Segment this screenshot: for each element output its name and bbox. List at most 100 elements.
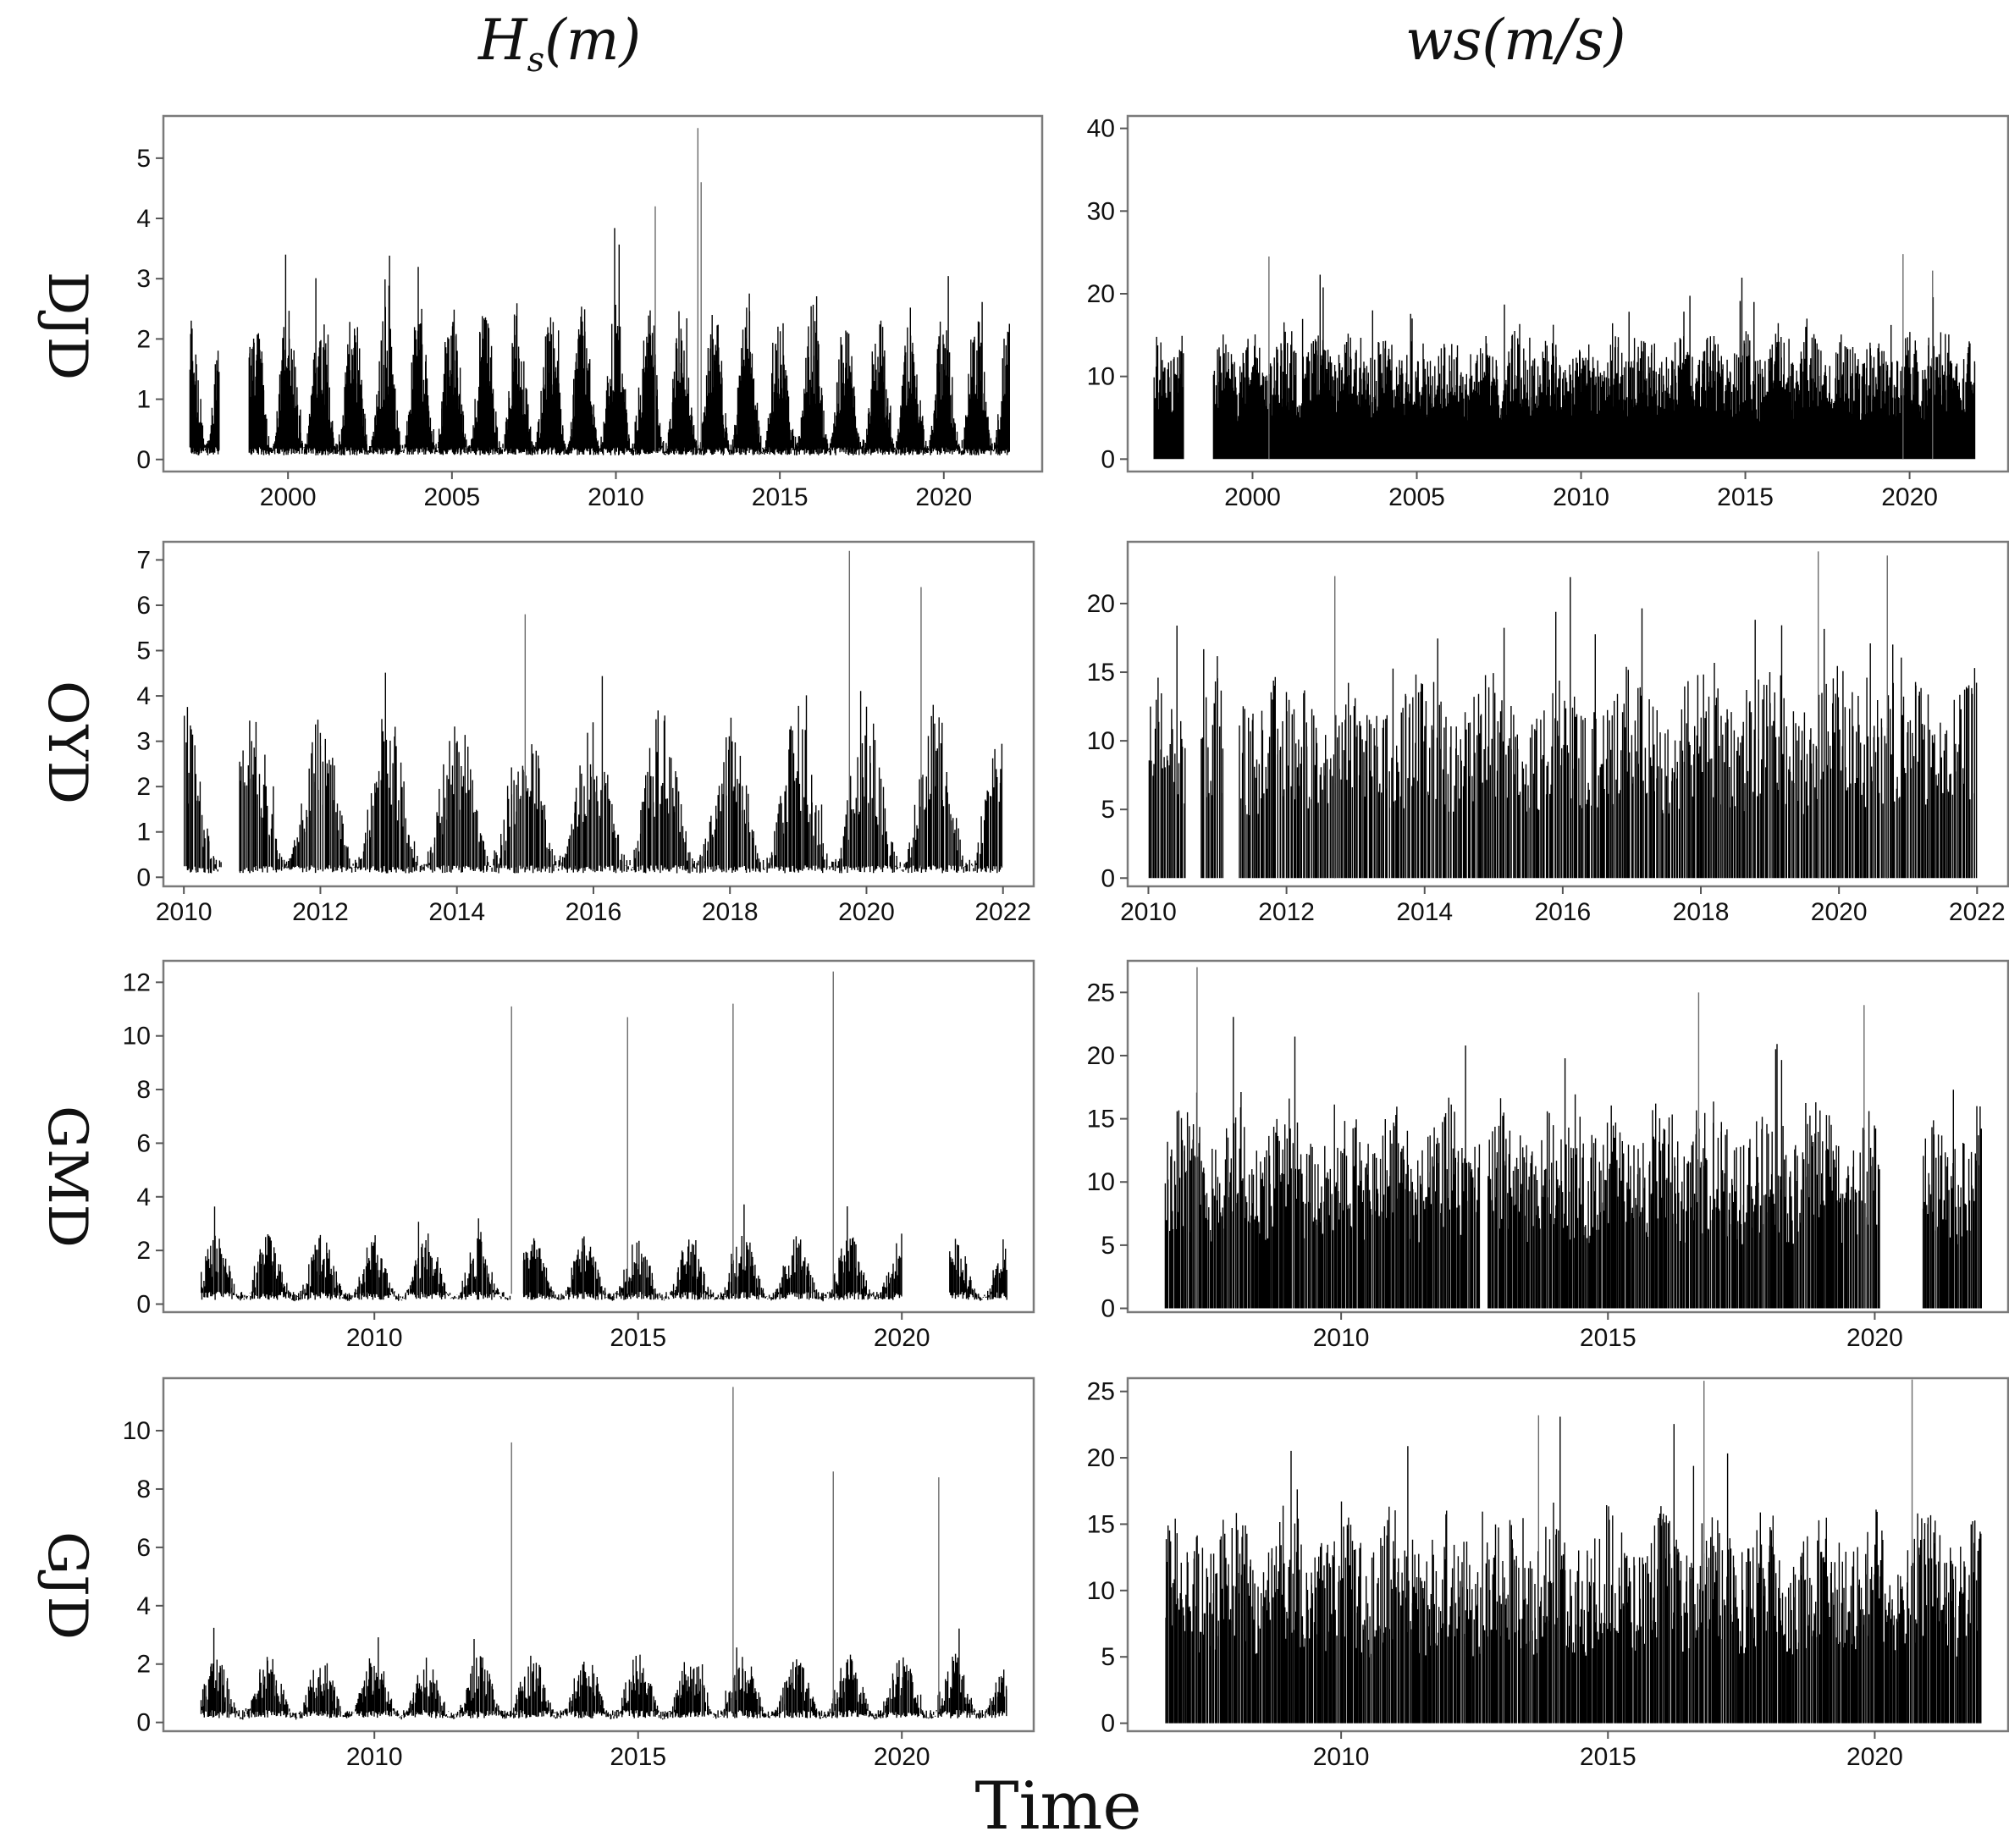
plot-frame xyxy=(1126,1376,2009,1733)
series-trace xyxy=(200,1627,1007,1720)
x-tick-label: 2014 xyxy=(1396,898,1453,926)
y-tick-label: 12 xyxy=(123,968,151,996)
y-tick-label: 10 xyxy=(1087,1168,1115,1196)
data-series xyxy=(1164,967,1982,1309)
y-tick-label: 0 xyxy=(136,863,151,891)
panel-gmd-ws: 0 5 10 15 20 25 2010 2015 2020 xyxy=(1087,959,2009,1352)
x-tick-label: 2018 xyxy=(702,898,759,926)
column-title-hs: Hs(m) xyxy=(477,8,641,80)
x-tick-label: 2015 xyxy=(1580,1743,1636,1771)
x-tick-label: 2010 xyxy=(1313,1743,1370,1771)
x-tick-label: 2010 xyxy=(1553,483,1609,511)
x-tick-label: 2016 xyxy=(566,898,622,926)
x-tick-label: 2018 xyxy=(1673,898,1730,926)
y-tick-label: 0 xyxy=(1101,445,1115,473)
panel-gjd-hs: 0 2 4 6 8 10 2010 2015 2020 xyxy=(123,1376,1035,1771)
y-tick-label: 0 xyxy=(136,1709,151,1737)
x-tick-label: 2022 xyxy=(974,898,1031,926)
x-tick-label: 2020 xyxy=(874,1743,930,1771)
plot-frame xyxy=(162,540,1035,888)
panel-oyd-hs: 0 1 2 3 4 5 6 7 2010 2012 2014 2016 2018 2020 2022 xyxy=(136,540,1035,926)
y-tick-label: 6 xyxy=(136,1534,151,1562)
x-tick-label: 2022 xyxy=(1949,898,2006,926)
y-tick-label: 0 xyxy=(1101,864,1115,892)
x-tick-label: 2015 xyxy=(752,483,809,511)
y-tick-label: 8 xyxy=(136,1076,151,1104)
data-series xyxy=(1165,1379,1982,1724)
x-tick-label: 2010 xyxy=(1120,898,1177,926)
series-trace xyxy=(189,228,1010,455)
y-tick-label: 6 xyxy=(136,592,151,620)
x-tick-label: 2010 xyxy=(156,898,212,926)
x-tick-label: 2014 xyxy=(428,898,485,926)
row-label-gjd: GJD xyxy=(36,1531,98,1640)
series-trace xyxy=(1164,1017,1982,1309)
y-tick-label: 10 xyxy=(1087,363,1115,391)
data-series xyxy=(1148,551,1978,879)
y-tick-label: 8 xyxy=(136,1476,151,1503)
x-tick-label: 2020 xyxy=(838,898,895,926)
y-tick-label: 20 xyxy=(1087,1444,1115,1472)
x-tick-label: 2010 xyxy=(346,1743,403,1771)
y-tick-label: 5 xyxy=(136,145,151,173)
y-tick-label: 5 xyxy=(1101,796,1115,824)
x-axis-title: Time xyxy=(974,1768,1141,1845)
panel-oyd-ws: 0 5 10 15 20 2010 2012 2014 2016 2018 2020 2022 xyxy=(1087,540,2009,926)
x-tick-label: 2010 xyxy=(1313,1324,1370,1352)
y-tick-label: 0 xyxy=(136,446,151,474)
y-tick-label: 2 xyxy=(136,325,151,353)
x-tick-label: 2016 xyxy=(1535,898,1592,926)
x-tick-label: 2020 xyxy=(1846,1743,1903,1771)
y-tick-label: 15 xyxy=(1087,659,1115,687)
y-tick-label: 7 xyxy=(136,546,151,574)
y-tick-label: 25 xyxy=(1087,979,1115,1007)
x-tick-label: 2010 xyxy=(346,1324,403,1352)
row-label-djd: DJD xyxy=(36,272,98,380)
x-tick-label: 2020 xyxy=(1881,483,1938,511)
x-tick-label: 2010 xyxy=(588,483,644,511)
y-tick-label: 1 xyxy=(136,386,151,414)
x-tick-label: 2000 xyxy=(260,483,317,511)
row-label-gmd: GMD xyxy=(36,1106,98,1248)
x-tick-label: 2015 xyxy=(1717,483,1774,511)
panel-djd-ws: 0 10 20 30 40 2000 2005 2010 2015 2020 xyxy=(1087,115,2009,511)
y-tick-label: 15 xyxy=(1087,1510,1115,1538)
x-tick-label: 2020 xyxy=(1846,1324,1903,1352)
y-tick-label: 4 xyxy=(136,1592,151,1620)
y-tick-label: 0 xyxy=(136,1290,151,1318)
series-trace xyxy=(1153,274,1976,460)
x-tick-label: 2020 xyxy=(1811,898,1868,926)
data-series xyxy=(201,971,1007,1302)
y-tick-label: 0 xyxy=(1101,1295,1115,1323)
plot-frame xyxy=(162,1376,1035,1733)
x-tick-label: 2020 xyxy=(874,1324,930,1352)
plot-frame xyxy=(1126,959,2009,1314)
y-tick-label: 4 xyxy=(136,1183,151,1211)
y-tick-label: 10 xyxy=(123,1023,151,1051)
y-tick-label: 3 xyxy=(136,728,151,756)
x-tick-label: 2015 xyxy=(610,1324,666,1352)
y-tick-label: 1 xyxy=(136,819,151,847)
y-tick-label: 5 xyxy=(1101,1643,1115,1671)
panel-djd-hs: 0 1 2 3 4 5 2000 2005 2010 2015 2020 xyxy=(136,114,1044,511)
plot-frame xyxy=(162,959,1035,1314)
x-tick-label: 2005 xyxy=(1388,483,1445,511)
plot-frame xyxy=(162,114,1044,473)
data-series xyxy=(189,128,1010,455)
row-label-oyd: OYD xyxy=(36,681,98,804)
series-trace xyxy=(1165,1416,1982,1724)
x-tick-label: 2012 xyxy=(292,898,349,926)
x-tick-label: 2015 xyxy=(1580,1324,1636,1352)
y-tick-label: 0 xyxy=(1101,1710,1115,1738)
y-tick-label: 3 xyxy=(136,265,151,293)
y-tick-label: 10 xyxy=(1087,727,1115,755)
series-trace xyxy=(1148,576,1978,879)
y-tick-label: 40 xyxy=(1087,115,1115,143)
y-tick-label: 5 xyxy=(136,637,151,665)
y-tick-label: 25 xyxy=(1087,1378,1115,1406)
x-tick-label: 2015 xyxy=(610,1743,666,1771)
y-tick-label: 15 xyxy=(1087,1106,1115,1134)
y-tick-label: 5 xyxy=(1101,1232,1115,1260)
y-tick-label: 20 xyxy=(1087,280,1115,308)
